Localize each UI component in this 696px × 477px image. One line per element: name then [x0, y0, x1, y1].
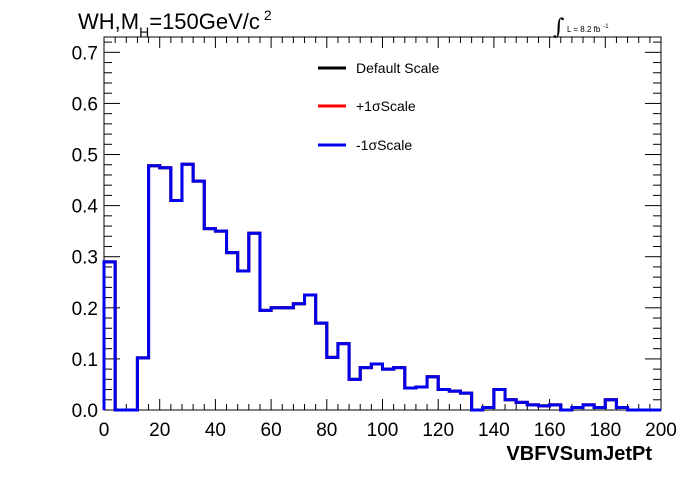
legend-label-default: Default Scale	[356, 60, 439, 76]
x-tick-label: 140	[478, 420, 510, 441]
x-tick-label: 80	[316, 420, 337, 441]
series-plus1sigma-scale	[102, 162, 661, 412]
title-main: WH,M	[78, 9, 139, 34]
title-superscript: 2	[264, 7, 272, 23]
x-axis: 0 20 40 60 80 100 120 140 160 180 200	[99, 37, 677, 441]
chart-title: WH,MH=150GeV/c 2	[78, 7, 272, 40]
lumi-label: L = 8.2 fb -1	[567, 24, 609, 34]
y-tick-label: 0.6	[72, 94, 98, 115]
y-axis: 0.0 0.1 0.2 0.3 0.4 0.5 0.6 0.7	[72, 41, 661, 422]
plot-frame	[103, 36, 662, 411]
series-layer	[102, 162, 661, 412]
lumi-integral: ∫	[553, 15, 565, 40]
x-tick-label: 160	[534, 420, 566, 441]
lumi-text: L = 8.2 fb	[567, 25, 601, 34]
y-tick-label: 0.5	[72, 146, 98, 167]
x-tick-label: 120	[422, 420, 454, 441]
x-tick-label: 100	[367, 420, 399, 441]
y-tick-label: 0.4	[72, 197, 99, 218]
y-tick-label: 0.2	[72, 299, 98, 320]
x-tick-label: 20	[149, 420, 170, 441]
x-axis-label: VBFVSumJetPt	[506, 443, 652, 465]
x-tick-label: 180	[589, 420, 621, 441]
y-tick-label: 0.1	[72, 350, 98, 371]
y-tick-label: 0.7	[72, 43, 98, 64]
legend: Default Scale +1σScale -1σScale	[318, 60, 439, 153]
title-subscript: H	[139, 24, 149, 40]
y-tick-label: 0.0	[72, 401, 98, 422]
title-rest: =150GeV/c	[149, 9, 260, 34]
y-tick-label: 0.3	[72, 248, 98, 269]
x-tick-label: 40	[205, 420, 226, 441]
x-tick-label: 60	[261, 420, 282, 441]
x-tick-label: 0	[99, 420, 110, 441]
series-minus1sigma-scale	[102, 162, 661, 412]
series-default-scale	[102, 162, 661, 412]
x-tick-label: 200	[645, 420, 677, 441]
legend-label-minus1sigma: -1σScale	[356, 137, 412, 153]
lumi-superscript: -1	[603, 24, 609, 30]
legend-label-plus1sigma: +1σScale	[356, 98, 416, 114]
